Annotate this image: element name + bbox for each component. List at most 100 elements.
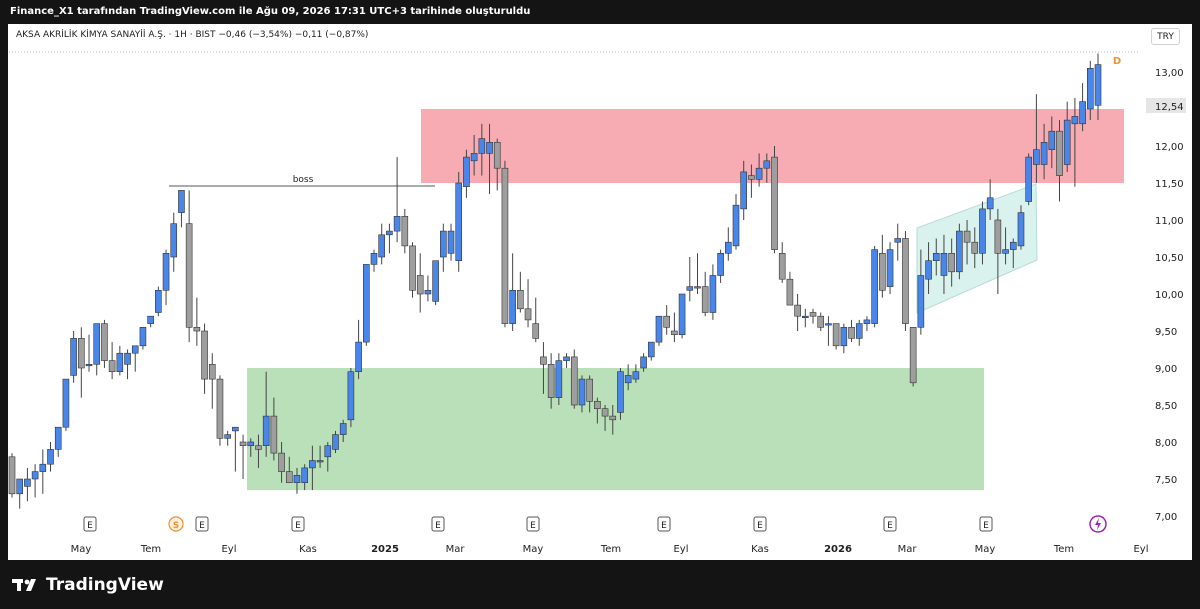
candle-body (986, 197, 994, 210)
earnings-marker (291, 516, 305, 532)
x-tick-label: Eyl (221, 544, 236, 555)
candle-body (755, 167, 763, 180)
candle-body (1048, 130, 1056, 150)
candle-body (316, 460, 324, 463)
last-price-box (1146, 98, 1186, 114)
symbol-legend: AKSA AKRİLİK KİMYA SANAYİİ A.Ş. · 1H · B… (16, 30, 369, 40)
candle-body (948, 253, 955, 273)
earnings-marker-label: E (983, 521, 989, 531)
candle-body (185, 223, 193, 328)
candle-body (362, 264, 370, 343)
x-tick-label: Eyl (1133, 544, 1148, 555)
candle-body (270, 415, 278, 454)
candle-body (663, 315, 670, 328)
candle-body (232, 426, 239, 432)
candle-body (509, 289, 516, 324)
candle-body (370, 253, 378, 265)
candle-body (85, 363, 93, 367)
candle-body (994, 219, 1002, 254)
candle-body (932, 253, 940, 262)
candle-body (540, 356, 547, 365)
candle-body (455, 182, 463, 261)
candle-body (678, 293, 686, 336)
candle-body (147, 315, 154, 324)
x-tick-label: Tem (140, 544, 161, 555)
candle-body (208, 363, 216, 380)
candle-body (555, 360, 563, 398)
candle-body (979, 208, 986, 254)
candle-body (424, 289, 432, 295)
header-bar: Finance_X1 tarafından TradingView.com il… (0, 0, 1200, 24)
candle-body (262, 415, 270, 447)
currency-button[interactable]: TRY (1151, 28, 1180, 45)
earnings-marker-label: E (757, 521, 763, 531)
candle-body (139, 326, 147, 347)
candle-body (486, 142, 493, 154)
candle-body (578, 378, 586, 406)
candle-body (301, 467, 308, 483)
candle-body (1025, 156, 1032, 202)
y-tick-label: 7,00 (1155, 512, 1177, 523)
x-tick-label: Kas (751, 544, 769, 555)
candle-body (1094, 64, 1102, 106)
candle-body (817, 315, 825, 328)
candle-body (386, 230, 393, 236)
candle-body (794, 304, 801, 317)
candle-body (563, 356, 570, 361)
candle-body (802, 315, 809, 319)
lightning-bolt (1095, 518, 1101, 530)
candle-body (255, 445, 262, 450)
candle-body (478, 138, 486, 154)
candle-body (717, 253, 724, 276)
candle-body (586, 378, 593, 402)
earnings-marker (883, 516, 897, 532)
candle-body (201, 330, 208, 380)
candle-body (671, 330, 678, 336)
x-tick-label: Kas (299, 544, 317, 555)
candle-body (640, 356, 647, 369)
y-tick-label: 9,50 (1155, 327, 1177, 338)
x-tick-label: Tem (600, 544, 621, 555)
x-tick-label: 2025 (371, 544, 399, 555)
earnings-marker (979, 516, 993, 532)
y-tick-label: 11,50 (1155, 179, 1184, 190)
candle-body (393, 216, 401, 232)
candle-body (309, 460, 316, 469)
y-tick-label: 13,00 (1155, 68, 1184, 79)
candle-body (355, 341, 362, 373)
earnings-marker-label: E (661, 521, 667, 531)
candle-body (1086, 68, 1094, 110)
candle-body (1079, 101, 1086, 125)
y-tick-label: 8,50 (1155, 401, 1177, 412)
y-tick-label: 12,00 (1155, 142, 1184, 153)
candle-body (47, 449, 54, 465)
candle-body (532, 323, 540, 339)
brand-name: TradingView (46, 575, 164, 595)
candle-body (871, 249, 878, 324)
candle-body (863, 319, 871, 324)
candle-body (62, 378, 70, 428)
tradingview-logo[interactable]: TradingView (12, 574, 164, 596)
candle-body (324, 445, 332, 458)
candle-body (108, 360, 116, 373)
candle-body (31, 471, 39, 480)
candle-body (224, 434, 231, 439)
candle-body (378, 234, 386, 258)
candle-body (686, 286, 694, 291)
candle-body (155, 289, 162, 313)
candle-body (917, 275, 925, 328)
candle-body (131, 345, 139, 354)
candle-body (902, 238, 909, 324)
candle-body (1040, 142, 1048, 165)
x-tick-label: Eyl (673, 544, 688, 555)
candle-body (848, 326, 855, 339)
candle-body (101, 323, 108, 361)
candle-body (601, 408, 609, 417)
candle-body (771, 156, 778, 250)
x-tick-label: Tem (1053, 544, 1074, 555)
earnings-marker (195, 516, 209, 532)
earnings-marker (526, 516, 540, 532)
boss-label: boss (293, 175, 314, 185)
candle-body (524, 308, 532, 321)
